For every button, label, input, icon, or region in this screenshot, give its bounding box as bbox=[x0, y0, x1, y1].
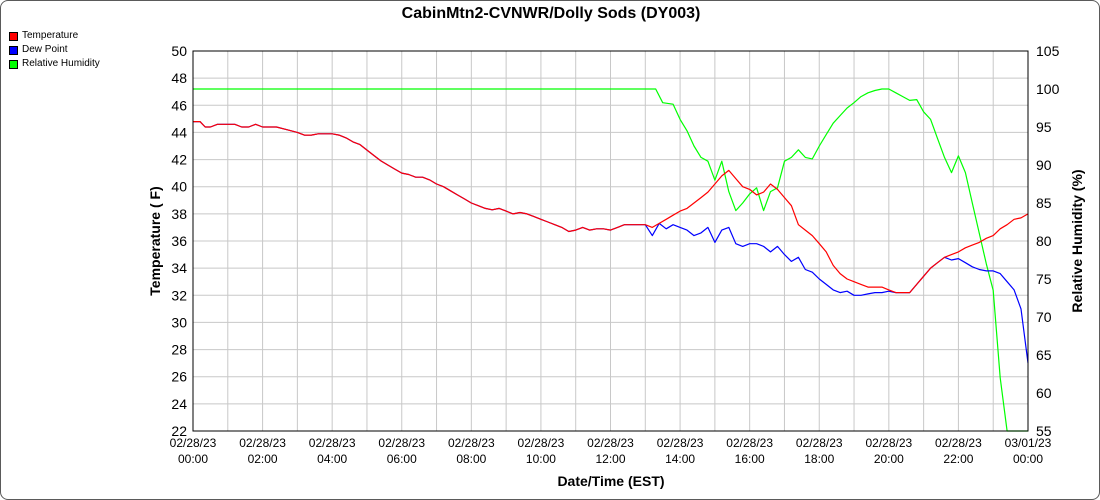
x-tick-label-time: 02:00 bbox=[248, 452, 278, 466]
x-tick-label-date: 02/28/23 bbox=[865, 436, 912, 450]
x-tick-label-time: 06:00 bbox=[387, 452, 417, 466]
x-tick-label-date: 02/28/23 bbox=[239, 436, 286, 450]
y-tick-label-right: 95 bbox=[1036, 119, 1052, 135]
grid bbox=[192, 50, 1029, 432]
x-tick-label-time: 12:00 bbox=[595, 452, 625, 466]
series-line-relative-humidity bbox=[193, 88, 1028, 432]
x-tick-label-date: 02/28/23 bbox=[657, 436, 704, 450]
y-tick-label-left: 32 bbox=[171, 287, 187, 303]
plot-border bbox=[192, 50, 1029, 432]
x-tick-label-time: 00:00 bbox=[1013, 452, 1043, 466]
x-tick-label-date: 03/01/23 bbox=[1005, 436, 1052, 450]
y-tick-label-left: 42 bbox=[171, 152, 187, 168]
legend-swatch-temperature bbox=[9, 31, 18, 41]
y-tick-label-right: 60 bbox=[1036, 385, 1052, 401]
x-tick-label-date: 02/28/23 bbox=[170, 436, 217, 450]
y-tick-label-right: 80 bbox=[1036, 233, 1052, 249]
x-tick-label-time: 16:00 bbox=[735, 452, 765, 466]
y-tick-label-right: 65 bbox=[1036, 347, 1052, 363]
y-tick-label-left: 48 bbox=[171, 70, 187, 86]
x-tick-label-time: 10:00 bbox=[526, 452, 556, 466]
y-tick-label-left: 34 bbox=[171, 260, 187, 276]
y-tick-label-left: 28 bbox=[171, 342, 187, 358]
x-tick-label-date: 02/28/23 bbox=[518, 436, 565, 450]
y-tick-label-left: 24 bbox=[171, 396, 187, 412]
legend-label-temperature: Temperature bbox=[22, 30, 79, 41]
y-tick-label-left: 30 bbox=[171, 314, 187, 330]
y-tick-label-right: 70 bbox=[1036, 309, 1052, 325]
x-axis-title: Date/Time (EST) bbox=[557, 473, 664, 489]
x-tick-label-date: 02/28/23 bbox=[309, 436, 356, 450]
y-tick-label-left: 22 bbox=[171, 423, 187, 439]
y-tick-label-left: 46 bbox=[171, 97, 187, 113]
legend-label-relative-humidity: Relative Humidity bbox=[22, 58, 100, 69]
x-tick-label-time: 22:00 bbox=[943, 452, 973, 466]
x-tick-label-time: 18:00 bbox=[804, 452, 834, 466]
y-tick-label-left: 50 bbox=[171, 43, 187, 59]
x-tick-label-date: 02/28/23 bbox=[587, 436, 634, 450]
x-tick-label-date: 02/28/23 bbox=[726, 436, 773, 450]
series-line-temperature bbox=[193, 120, 1029, 294]
x-tick-label-time: 20:00 bbox=[874, 452, 904, 466]
y-tick-label-left: 44 bbox=[171, 124, 187, 140]
axes: 22 24 26 28 30 32 34 36 38 40 42 44 46 48 50 55 60 65 70 75… bbox=[170, 43, 1060, 466]
x-tick-label-time: 14:00 bbox=[665, 452, 695, 466]
x-tick-label-time: 00:00 bbox=[178, 452, 208, 466]
x-tick-label-date: 02/28/23 bbox=[935, 436, 982, 450]
y-axis-title-right: Relative Humidity (%) bbox=[1069, 169, 1085, 312]
legend-swatch-dew-point bbox=[9, 45, 18, 55]
y-tick-label-left: 38 bbox=[171, 206, 187, 222]
x-tick-label-date: 02/28/23 bbox=[448, 436, 495, 450]
legend-swatch-relative-humidity bbox=[9, 59, 18, 69]
x-tick-label-date: 02/28/23 bbox=[378, 436, 425, 450]
legend-item-temperature: Temperature bbox=[9, 29, 100, 43]
legend-item-relative-humidity: Relative Humidity bbox=[9, 57, 100, 71]
y-axis-title-left: Temperature ( F) bbox=[147, 186, 163, 295]
chart-title: CabinMtn2-CVNWR/Dolly Sods (DY003) bbox=[401, 5, 701, 22]
x-tick-label-time: 04:00 bbox=[317, 452, 347, 466]
y-tick-label-left: 40 bbox=[171, 179, 187, 195]
series-layer bbox=[193, 88, 1029, 432]
legend-item-dew-point: Dew Point bbox=[9, 43, 100, 57]
legend: Temperature Dew Point Relative Humidity bbox=[9, 29, 100, 71]
y-tick-label-right: 55 bbox=[1036, 423, 1052, 439]
legend-label-dew-point: Dew Point bbox=[22, 44, 68, 55]
y-tick-label-left: 36 bbox=[171, 233, 187, 249]
y-tick-label-right: 75 bbox=[1036, 271, 1052, 287]
y-tick-label-right: 100 bbox=[1036, 81, 1060, 97]
y-tick-label-right: 90 bbox=[1036, 157, 1052, 173]
x-tick-label-date: 02/28/23 bbox=[796, 436, 843, 450]
y-tick-label-right: 105 bbox=[1036, 43, 1060, 59]
y-tick-label-left: 26 bbox=[171, 369, 187, 385]
y-tick-label-right: 85 bbox=[1036, 195, 1052, 211]
x-tick-label-time: 08:00 bbox=[456, 452, 486, 466]
